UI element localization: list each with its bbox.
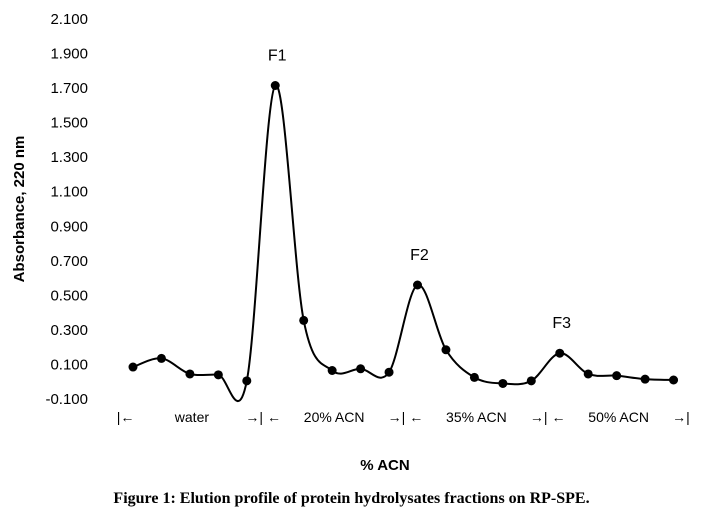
x-axis-title: % ACN: [360, 457, 409, 474]
phase-labels: |← water →| ← 20% ACN →| ← 35% ACN →| ← 50% ACN →|: [117, 409, 690, 425]
data-point: [299, 315, 309, 325]
data-point: [526, 376, 536, 386]
data-point: [413, 280, 422, 290]
phase-arrow-right: →|: [530, 409, 548, 425]
data-point: [612, 371, 622, 381]
phase-arrow-left: ←: [409, 409, 423, 425]
data-point: [356, 364, 366, 374]
y-tick-label: 1.700: [50, 80, 88, 97]
data-point: [583, 369, 593, 379]
phase-name: 35% ACN: [446, 409, 507, 425]
peak-annotations: F1 F2 F3: [268, 48, 571, 333]
data-point: [156, 353, 166, 363]
y-tick-label: 0.900: [50, 218, 88, 235]
data-points: [128, 81, 679, 388]
y-tick-label: 1.900: [50, 46, 88, 63]
data-point: [640, 374, 650, 384]
y-tick-label: 0.700: [50, 253, 88, 270]
data-point: [384, 367, 394, 377]
y-axis-ticks: -0.100 0.100 0.300 0.500 0.700 0.900 1.100 1.30…: [45, 11, 88, 408]
phase-arrow-left: |←: [117, 409, 135, 425]
data-point: [242, 376, 252, 386]
phase-name: 50% ACN: [588, 409, 649, 425]
phase-arrow-left: ←: [552, 409, 566, 425]
y-tick-label: 0.300: [50, 322, 88, 339]
peak-label: F3: [552, 315, 571, 332]
y-tick-label: 0.100: [50, 356, 88, 373]
phase-name: 20% ACN: [304, 409, 365, 425]
phase-arrow-right: →|: [245, 409, 263, 425]
data-point: [185, 369, 195, 379]
data-point: [270, 81, 280, 90]
y-tick-label: 1.300: [50, 149, 88, 166]
phase-name: water: [174, 409, 210, 425]
series-line: [132, 84, 674, 402]
data-point: [441, 345, 451, 355]
phase-arrow-right: →|: [672, 409, 690, 425]
data-point: [555, 348, 565, 358]
y-tick-label: -0.100: [45, 391, 88, 408]
data-point: [498, 378, 508, 388]
y-tick-label: 1.100: [50, 184, 88, 201]
y-tick-label: 0.500: [50, 287, 88, 304]
figure-caption: Figure 1: Elution profile of protein hyd…: [113, 490, 590, 507]
data-point: [327, 366, 337, 375]
data-point: [669, 375, 679, 385]
data-point: [128, 362, 138, 372]
peak-label: F1: [268, 48, 287, 65]
y-tick-label: 2.100: [50, 11, 88, 28]
y-axis-title: Absorbance, 220 nm: [11, 136, 28, 283]
phase-arrow-right: →|: [388, 409, 406, 425]
peak-label: F2: [410, 247, 429, 264]
phase-arrow-left: ←: [267, 409, 281, 425]
y-tick-label: 1.500: [50, 115, 88, 132]
data-point: [213, 370, 223, 380]
data-point: [469, 372, 479, 382]
